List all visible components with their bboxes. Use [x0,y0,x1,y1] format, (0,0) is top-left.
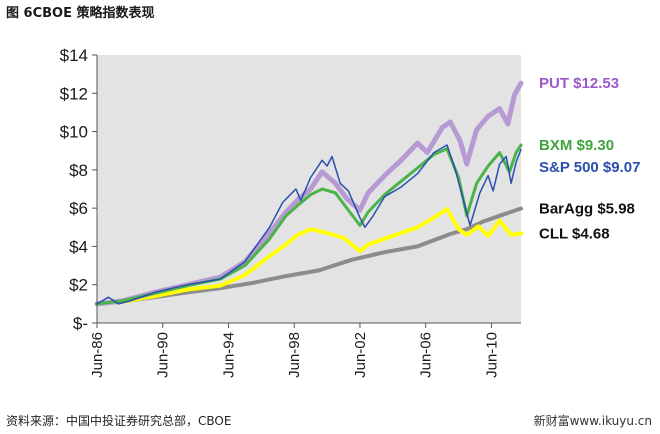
y-tick-label: $- [73,314,88,333]
y-tick-label: $10 [60,123,88,142]
source-note: 资料来源：中国中投证券研究总部，CBOE [6,414,232,428]
series-line-bxm [95,143,523,306]
x-tick-label: Jun-06 [418,332,435,378]
y-axis-ticks: $14 $12 $10 $8 $6 $4 $2 $- [60,46,97,333]
y-tick-label: $4 [69,237,88,256]
x-tick-label: Jun-94 [220,332,237,378]
end-label-put: PUT $12.53 [539,75,619,92]
end-label-cll: CLL $4.68 [539,225,610,242]
end-label-bxm: BXM $9.30 [539,137,614,154]
series-layer [94,80,524,307]
x-tick-label: Jun-86 [89,332,106,378]
y-tick-label: $2 [69,276,88,295]
y-tick-label: $14 [60,46,88,65]
series-end-labels: PUT $12.53 BXM $9.30 S&P 500 $9.07 BarAgg $… [539,75,640,242]
end-label-s-p-500: S&P 500 $9.07 [539,159,640,176]
y-tick-label: $12 [60,84,88,103]
x-axis-ticks: Jun-86 Jun-90 Jun-94 Jun-98 Jun-02 Jun-06 Jun-… [89,323,500,378]
x-tick-label: Jun-90 [155,332,172,378]
end-label-baragg: BarAgg $5.98 [539,201,635,218]
watermark-text: 新财富www.ikuyu.cn [533,414,652,428]
series-line-s-p-500 [96,144,522,305]
y-tick-label: $8 [69,161,88,180]
x-tick-label: Jun-98 [286,332,303,378]
x-tick-label: Jun-10 [483,332,500,378]
figure-title: 图 6CBOE 策略指数表现 [6,6,155,21]
y-tick-label: $6 [69,199,88,218]
x-tick-label: Jun-02 [352,332,369,378]
series-line-cll [95,207,523,306]
